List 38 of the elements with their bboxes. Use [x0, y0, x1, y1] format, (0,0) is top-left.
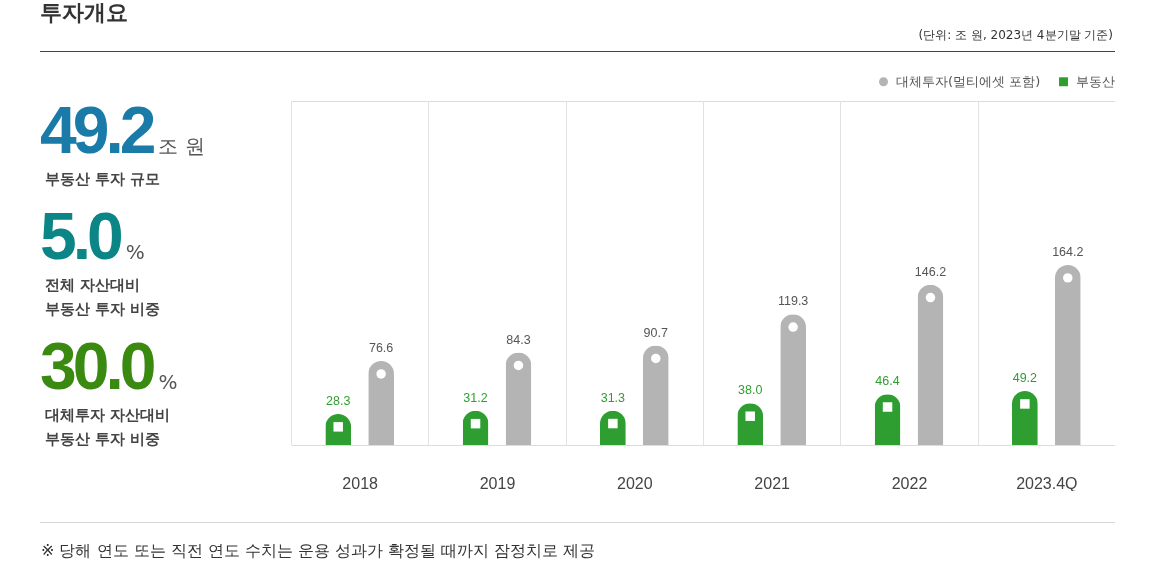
text: 전체 자산대비 부동산 투자 비중 [45, 275, 162, 320]
text: 49.2 [40, 93, 153, 167]
data-label: 90.7 [643, 325, 668, 340]
legend-label: 대체투자(멀티에셋 포함) [896, 73, 1041, 89]
bar [917, 284, 944, 445]
text: ※ 당해 연도 또는 직전 연도 수치는 운용 성과가 확정될 때까지 잠정치로 제공 [41, 540, 596, 562]
bar [642, 345, 669, 445]
data-label: 164.2 [1052, 245, 1084, 259]
bar [1054, 265, 1081, 445]
chart-subtitle: (단위: 조 원, 2023년 4분기말 기준) [918, 27, 1113, 43]
data-label: 31.3 [600, 390, 626, 405]
x-tick-label: 2020 [617, 474, 653, 492]
text: 투자개요 [40, 0, 128, 27]
x-tick-label: 2022 [891, 474, 928, 492]
legend-label: 부동산 [1076, 73, 1115, 89]
x-tick-label: 2019 [479, 474, 516, 492]
bar [505, 352, 532, 445]
data-label: 146.2 [914, 264, 947, 279]
text: 조 원 [158, 134, 205, 158]
text: 대체투자 자산대비 부동산 투자 비중 [45, 405, 172, 450]
data-label: 49.2 [1012, 371, 1038, 386]
data-label: 38.0 [738, 383, 763, 398]
data-label: 28.3 [326, 393, 351, 408]
data-label: 46.4 [875, 374, 900, 389]
bar [368, 361, 394, 445]
text: % [158, 370, 178, 394]
x-tick-label: 2023.4Q [1016, 474, 1078, 492]
data-label: 76.6 [368, 341, 394, 356]
x-tick-label: 2018 [342, 474, 379, 492]
text: 부동산 투자 규모 [45, 169, 162, 190]
text: 5.0 [40, 199, 120, 273]
data-label: 84.3 [506, 332, 531, 347]
data-label: 119.3 [777, 294, 809, 309]
text: 30.0 [40, 329, 153, 403]
text: % [125, 240, 145, 264]
x-tick-label: 2021 [754, 474, 791, 492]
bar [780, 314, 806, 445]
data-label: 31.2 [463, 390, 488, 405]
